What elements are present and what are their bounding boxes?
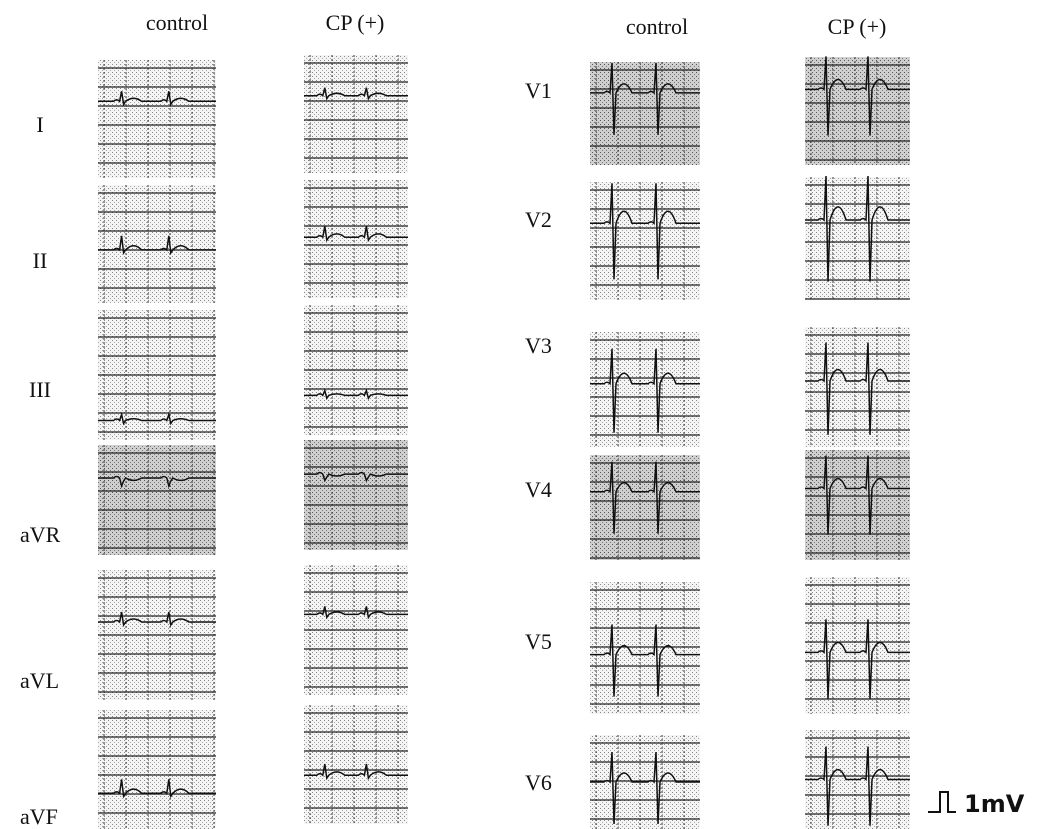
ecg-strip [805, 327, 910, 447]
lead-label: aVF [20, 804, 58, 829]
lead-label: V1 [525, 78, 552, 103]
lead-label: V5 [525, 629, 552, 654]
column-header: CP (+) [828, 14, 887, 39]
lead-label: V6 [525, 770, 552, 795]
column-header: CP (+) [326, 10, 385, 35]
lead-label: II [33, 248, 48, 273]
ecg-strip [98, 185, 216, 303]
lead-label: aVL [20, 668, 59, 693]
calibration-pulse [928, 792, 956, 812]
lead-label: I [36, 112, 43, 137]
column-header: control [146, 10, 208, 35]
calibration-label: 1mV [964, 790, 1025, 818]
lead-label: aVR [20, 522, 61, 547]
ecg-strip [98, 710, 216, 829]
lead-label: III [29, 377, 51, 402]
lead-label: V3 [525, 333, 552, 358]
ecg-strip [98, 445, 216, 555]
ecg-strip [304, 55, 408, 173]
ecg-strip [805, 177, 910, 300]
ecg-strip [304, 705, 408, 824]
lead-label: V4 [525, 477, 552, 502]
ecg-strip [98, 60, 216, 178]
lead-label: V2 [525, 207, 552, 232]
ecg-strip [805, 577, 910, 714]
ecg-figure: control CP (+) control CP (+) 1mV IIIIII… [0, 0, 1058, 829]
ecg-strip [805, 57, 910, 165]
ecg-strip [590, 62, 700, 165]
ecg-strip [805, 450, 910, 560]
column-header: control [626, 14, 688, 39]
ecg-strip [304, 180, 408, 298]
ecg-strip [304, 440, 408, 550]
